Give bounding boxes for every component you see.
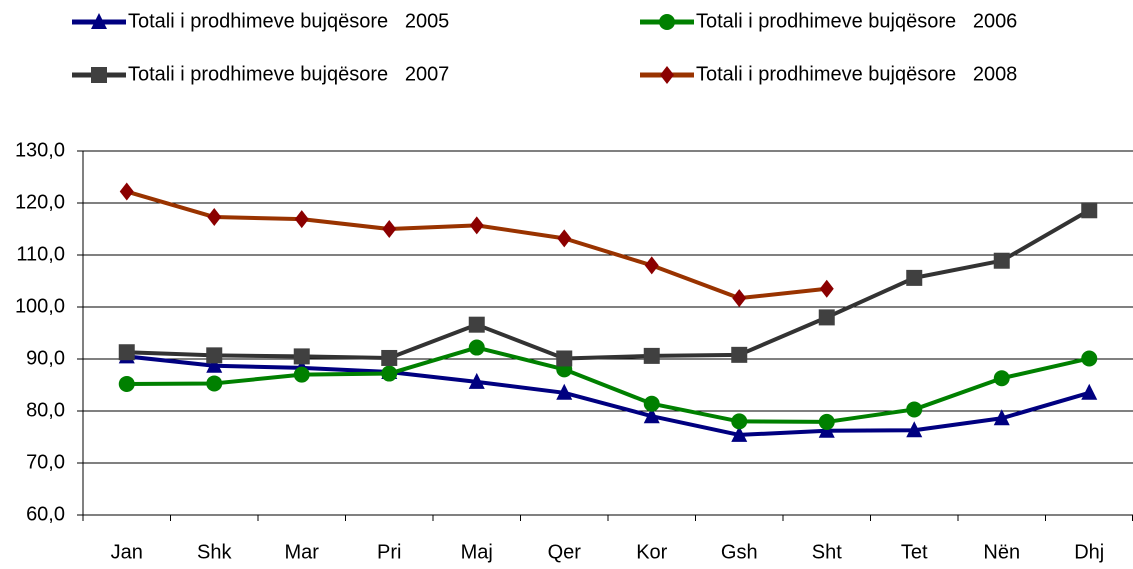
point <box>556 350 573 367</box>
x-tick-label: Dhj <box>1074 541 1104 563</box>
point <box>293 348 310 365</box>
x-tick-label: Nën <box>983 541 1020 563</box>
x-tick-label: Maj <box>461 541 493 563</box>
y-tick-label: 70,0 <box>26 451 65 473</box>
legend-marker <box>91 67 107 83</box>
legend-label: Totali i prodhimeve bujqësore 2005 <box>128 10 449 32</box>
point <box>1081 350 1098 367</box>
point <box>906 401 923 418</box>
x-tick-label: Kor <box>636 541 667 563</box>
point <box>643 347 660 364</box>
point <box>469 216 484 235</box>
point <box>1081 383 1098 400</box>
point <box>643 395 660 412</box>
x-tick-label: Qer <box>548 541 582 563</box>
point <box>993 252 1010 269</box>
point <box>468 316 485 333</box>
point <box>556 383 573 400</box>
point <box>818 413 835 430</box>
point <box>206 356 223 373</box>
point <box>731 413 748 430</box>
point <box>557 229 572 248</box>
legend-marker <box>660 66 674 84</box>
x-tick-label: Shk <box>197 541 232 563</box>
y-tick-label: 130,0 <box>15 139 65 161</box>
legend-label: Totali i prodhimeve bujqësore 2007 <box>128 63 449 85</box>
y-tick-label: 90,0 <box>26 347 65 369</box>
y-tick-label: 110,0 <box>16 243 65 265</box>
point <box>206 375 223 392</box>
point <box>381 365 398 382</box>
y-tick-label: 100,0 <box>15 295 65 317</box>
legend-label: Totali i prodhimeve bujqësore 2006 <box>696 10 1017 32</box>
x-tick-label: Sht <box>812 541 842 563</box>
y-tick-label: 80,0 <box>26 399 65 421</box>
legend-label: Totali i prodhimeve bujqësore 2008 <box>696 63 1017 85</box>
point <box>732 289 747 308</box>
y-tick-label: 60,0 <box>26 503 65 525</box>
point <box>381 349 398 366</box>
point <box>644 256 659 275</box>
point <box>118 375 135 392</box>
point <box>207 208 222 227</box>
point <box>906 269 923 286</box>
point <box>206 347 223 364</box>
point <box>1081 202 1098 219</box>
point <box>119 182 134 201</box>
point <box>468 339 485 356</box>
point <box>819 279 834 298</box>
series-line <box>126 189 827 301</box>
point <box>294 210 309 229</box>
x-tick-label: Pri <box>377 541 401 563</box>
point <box>468 372 485 389</box>
x-tick-label: Mar <box>285 541 320 563</box>
x-tick-label: Tet <box>901 541 928 563</box>
point <box>731 346 748 363</box>
x-tick-label: Jan <box>111 541 143 563</box>
series-line <box>126 354 1090 437</box>
point <box>906 421 923 438</box>
point <box>993 409 1010 426</box>
point <box>293 366 310 383</box>
series-line <box>126 345 1090 424</box>
point <box>118 344 135 361</box>
point <box>731 425 748 442</box>
y-tick-label: 120,0 <box>15 191 65 213</box>
point <box>382 220 397 238</box>
point <box>993 370 1010 387</box>
x-tick-label: Gsh <box>721 541 758 563</box>
legend-marker <box>91 13 107 29</box>
series-line <box>126 208 1091 361</box>
point <box>643 407 660 424</box>
legend-marker <box>659 14 675 30</box>
point <box>818 309 835 326</box>
